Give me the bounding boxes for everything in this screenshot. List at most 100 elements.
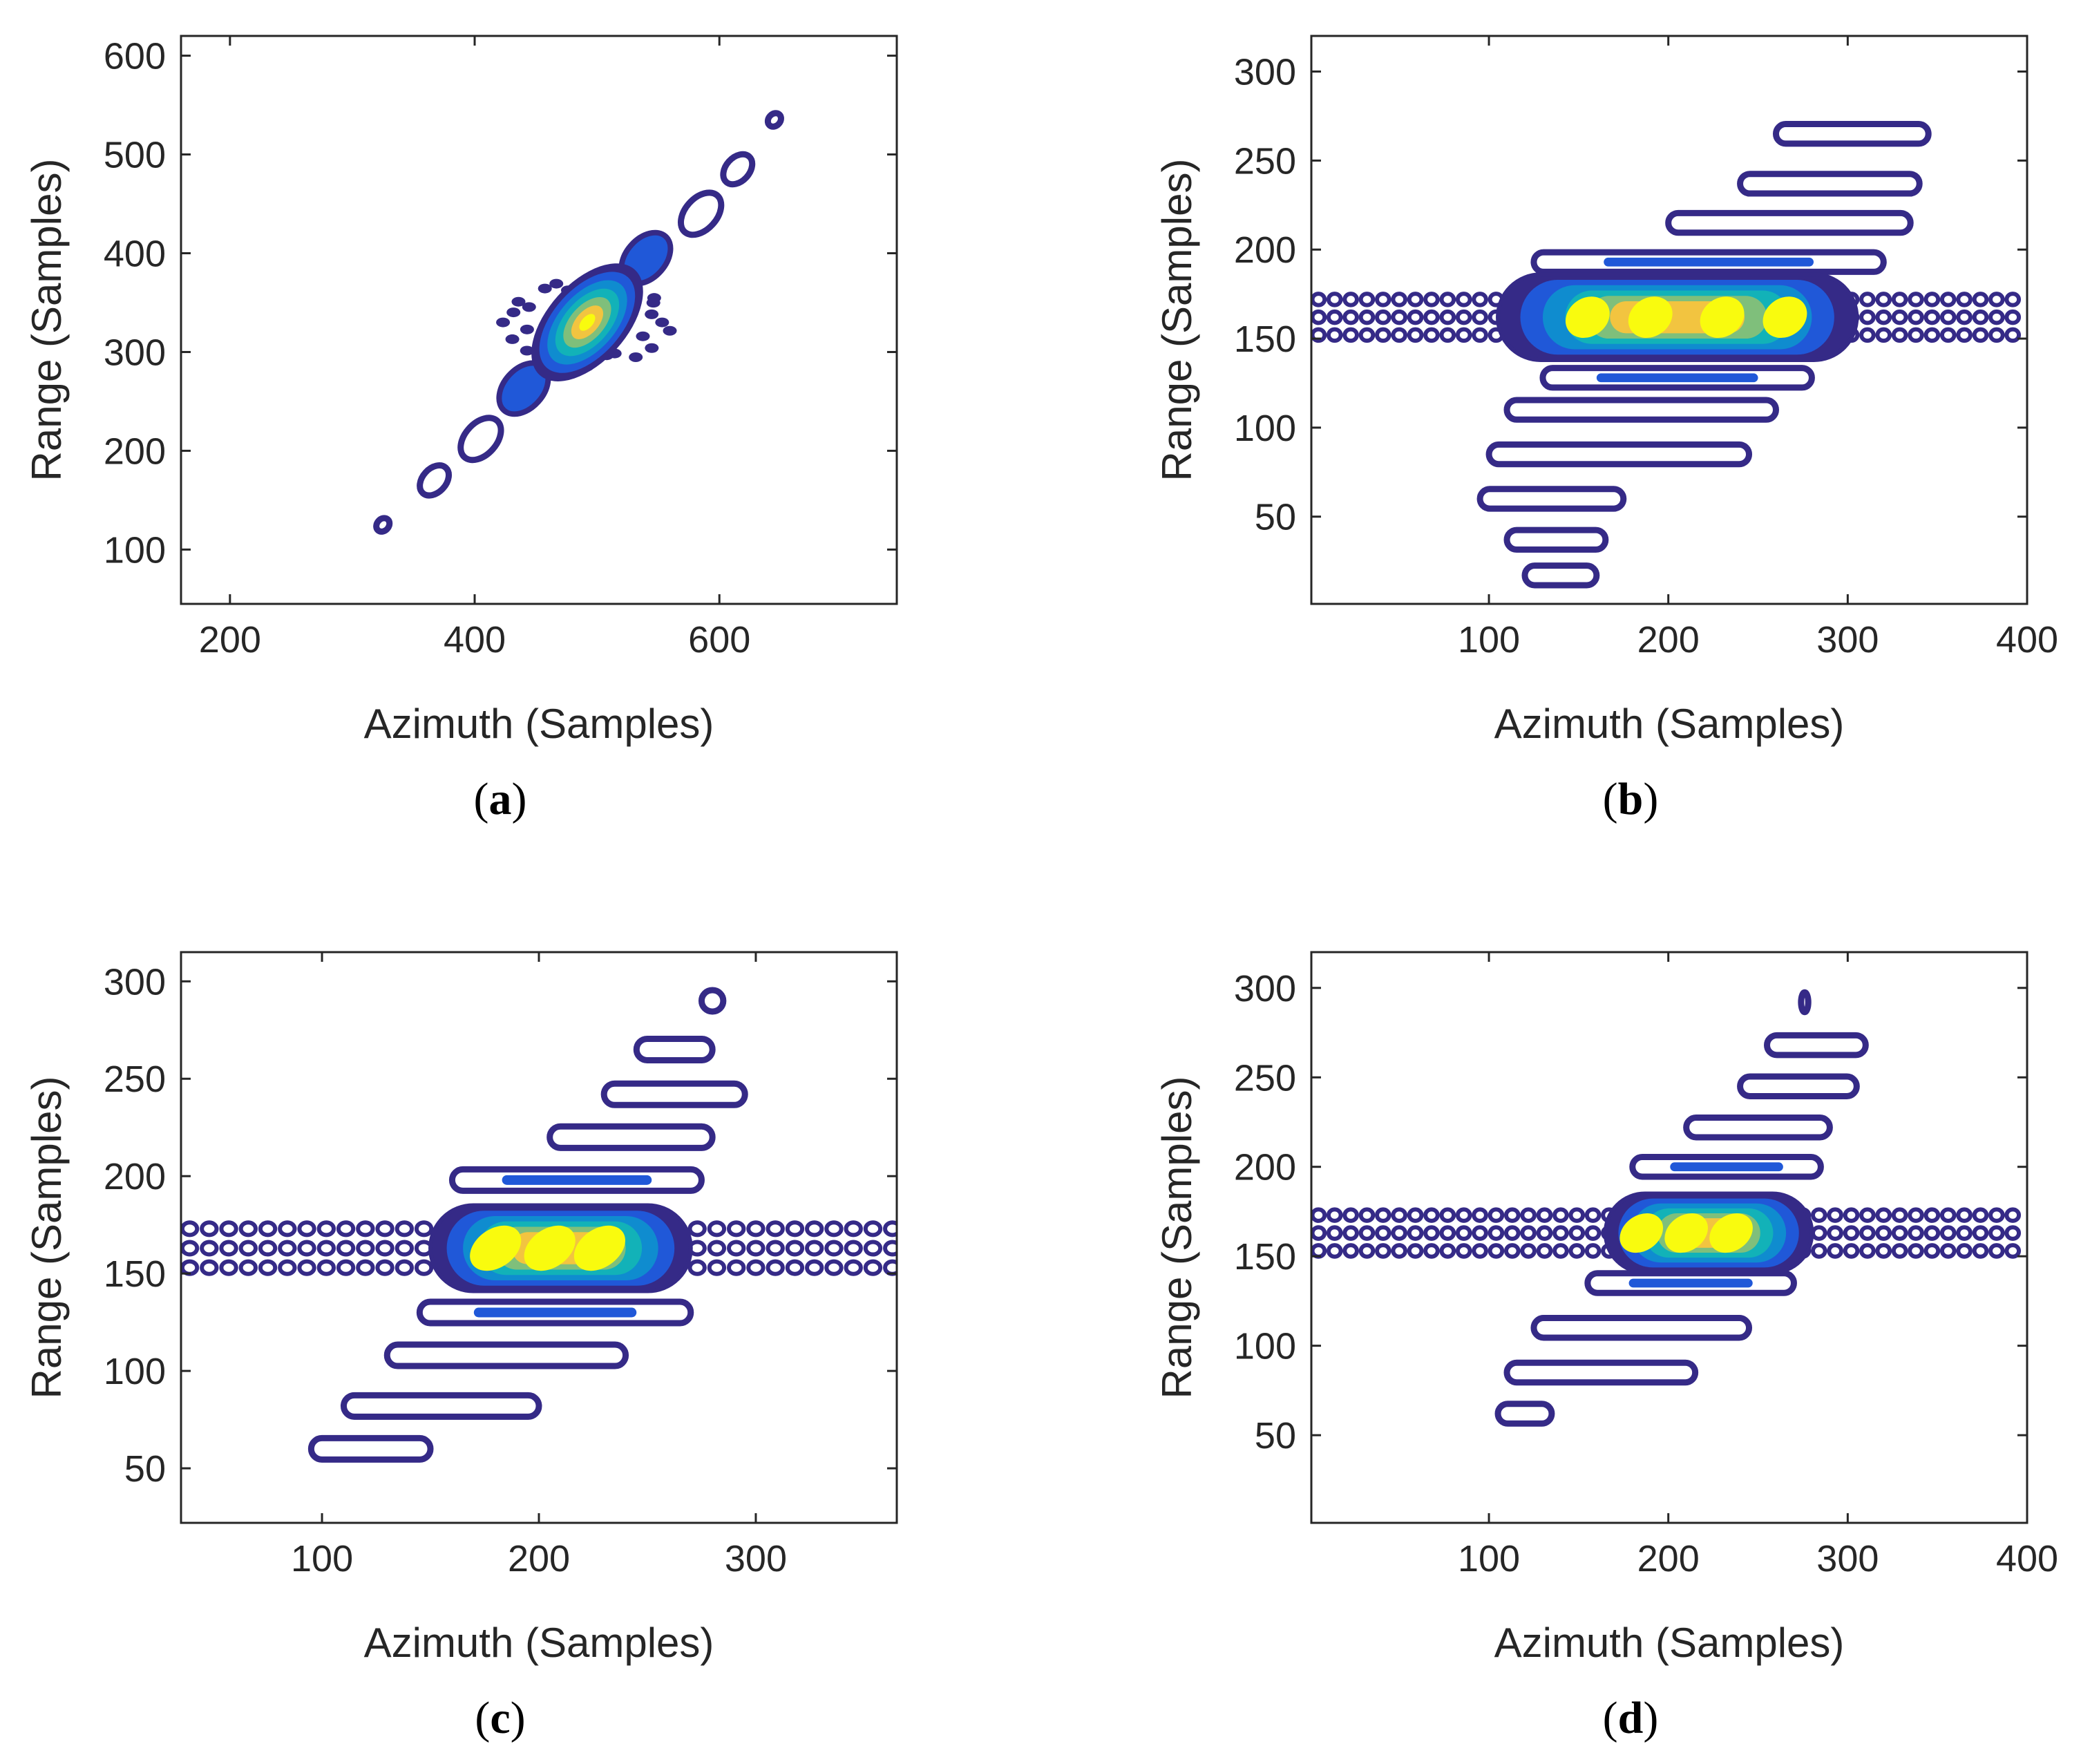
panel-d-xtick-label-1: 200: [1637, 1538, 1700, 1580]
panel-d-row-lobe: [1875, 1225, 1892, 1241]
panel-b-row-lobe: [1891, 309, 1908, 325]
panel-d-row-lobe: [1891, 1225, 1908, 1241]
panel-b-ytick-label-3: 200: [1234, 229, 1296, 271]
panel-b-row-lobe: [1358, 327, 1376, 343]
panel-d-row-lobe: [1875, 1243, 1892, 1259]
panel-d-ytick-label-2: 150: [1234, 1236, 1296, 1278]
panel-c-row-lobe: [238, 1240, 258, 1257]
panel-c-row-lobe: [375, 1259, 395, 1276]
panel-b-band-6: [1485, 441, 1753, 468]
panel-c-ylabel: Range (Samples): [23, 1077, 70, 1399]
panel-b-row-lobe: [1956, 309, 1973, 325]
panel-b-row-lobe: [1342, 292, 1359, 307]
panel-b-row-lobe: [1956, 292, 1973, 307]
panel-c-row-lobe: [863, 1220, 883, 1237]
panel-c-row-lobe: [336, 1259, 356, 1276]
panel-a-ytick-label-3: 400: [104, 234, 166, 275]
panel-c-band-5: [416, 1298, 694, 1327]
panel-b-row-lobe: [1455, 309, 1472, 325]
panel-b-row-lobe: [1423, 309, 1440, 325]
panel-c-ytick-label-3: 200: [104, 1156, 166, 1197]
panel-c-row-lobe: [687, 1220, 707, 1237]
panel-b-row-lobe: [1455, 327, 1472, 343]
panel-a-mainlobe-level-6: [579, 314, 596, 331]
panel-d-row-lobe: [1488, 1225, 1505, 1241]
panel-d-row-lobe: [1391, 1207, 1408, 1223]
panel-d-row-lobe: [1956, 1243, 1973, 1259]
panel-c-xtick-label-1: 200: [508, 1538, 570, 1580]
panel-d-row-lobe: [1455, 1243, 1472, 1259]
panel-a-axes-frame: [180, 35, 898, 605]
panel-b-row-lobe: [1891, 327, 1908, 343]
panel-d-row-lobe: [1503, 1207, 1521, 1223]
panel-b-peak-3: [1762, 296, 1807, 339]
panel-a-speckle-27: [645, 309, 659, 319]
panel-b-row-lobe: [1972, 292, 1989, 307]
panel-c-row-lobe: [785, 1240, 805, 1257]
panel-b-ylabel: Range (Samples): [1154, 159, 1200, 482]
panel-d-row-lobe: [1843, 1207, 1860, 1223]
panel-d-xtick-label-3: 400: [1996, 1538, 2058, 1580]
panel-d-row-lobe: [1908, 1243, 1924, 1259]
panel-c: 100 200 300 50 100 150 200 250 300 Azimuth (Samp…: [23, 951, 898, 1743]
panel-c-caption-letter: c: [490, 1693, 510, 1743]
panel-c-row-lobe: [297, 1240, 316, 1257]
panel-d-row-lobe: [1407, 1207, 1424, 1223]
panel-b-band-inner-3: [1604, 257, 1814, 267]
panel-c-row-lobe: [883, 1240, 897, 1257]
panel-a-caption-letter: a: [489, 774, 512, 824]
panel-d-axes-frame: [1310, 951, 2028, 1524]
panel-d-row-lobe: [1584, 1207, 1602, 1223]
panel-c-row-lobe: [297, 1220, 316, 1237]
panel-d-band-3: [1683, 1115, 1833, 1141]
panel-c-row-lobe: [258, 1240, 278, 1257]
panel-c-row-lobe: [200, 1220, 219, 1237]
panel-c-row-lobe: [766, 1259, 785, 1276]
panel-d-row-lobe: [1552, 1243, 1569, 1259]
panel-d-band-4: [1629, 1153, 1824, 1180]
panel-c-axes-frame: [180, 951, 898, 1524]
panel-b-row-lobe: [1859, 309, 1876, 325]
panel-b-row-lobe: [1908, 292, 1924, 307]
panel-d-row-lobe: [1472, 1225, 1488, 1241]
panel-c-band-inner-4: [502, 1175, 652, 1185]
panel-b-row-lobe: [1472, 309, 1488, 325]
panel-c-row-lobe: [278, 1259, 297, 1276]
panel-a-xtick-label-0: 200: [199, 619, 261, 661]
panel-b-row-lobe: [1875, 292, 1892, 307]
panel-a-contours: [373, 110, 784, 535]
panel-b-ytick-label-1: 100: [1234, 408, 1296, 449]
panel-b-row-lobe: [1391, 327, 1408, 343]
panel-d-row-lobe: [1972, 1207, 1989, 1223]
panel-c-ytick-label-0: 50: [124, 1448, 166, 1490]
panel-c-row-lobe: [727, 1220, 746, 1237]
panel-c-row-lobe: [785, 1220, 805, 1237]
panel-c-row-lobe: [863, 1240, 883, 1257]
panel-b-row-lobe: [1342, 309, 1359, 325]
panel-b-row-lobe: [1455, 292, 1472, 307]
panel-c-band-2: [600, 1080, 748, 1108]
panel-d-row-lobe: [1810, 1225, 1827, 1241]
panel-d-band-7: [1503, 1359, 1699, 1386]
panel-a-xlabel: Azimuth (Samples): [364, 701, 714, 747]
panel-b-row-lobe: [1988, 327, 2005, 343]
panel-c-row-lobe: [356, 1259, 375, 1276]
panel-a-speckle-15: [506, 307, 521, 318]
panel-c-row-lobe: [316, 1240, 336, 1257]
panel-c-row-lobe: [278, 1240, 297, 1257]
panel-b-ytick-label-5: 300: [1234, 52, 1296, 93]
panel-c-row-lobe: [336, 1220, 356, 1237]
panel-d-row-lobe: [1520, 1207, 1537, 1223]
panel-a-xtick-label-1: 400: [444, 619, 506, 661]
panel-b-row-lobe: [1375, 327, 1391, 343]
panel-d-xlabel: Azimuth (Samples): [1494, 1620, 1845, 1666]
panel-b-xtick-label-0: 100: [1458, 619, 1520, 661]
panel-c-row-lobe: [181, 1259, 200, 1276]
panel-c-row-lobe: [297, 1259, 316, 1276]
panel-c-row-lobe: [727, 1259, 746, 1276]
panel-b-peak-0: [1565, 296, 1610, 339]
panel-c-row-lobe: [727, 1240, 746, 1257]
panel-d-row-lobe: [1859, 1225, 1876, 1241]
panel-c-row-lobe: [200, 1240, 219, 1257]
panel-d-row-lobe: [1342, 1243, 1359, 1259]
